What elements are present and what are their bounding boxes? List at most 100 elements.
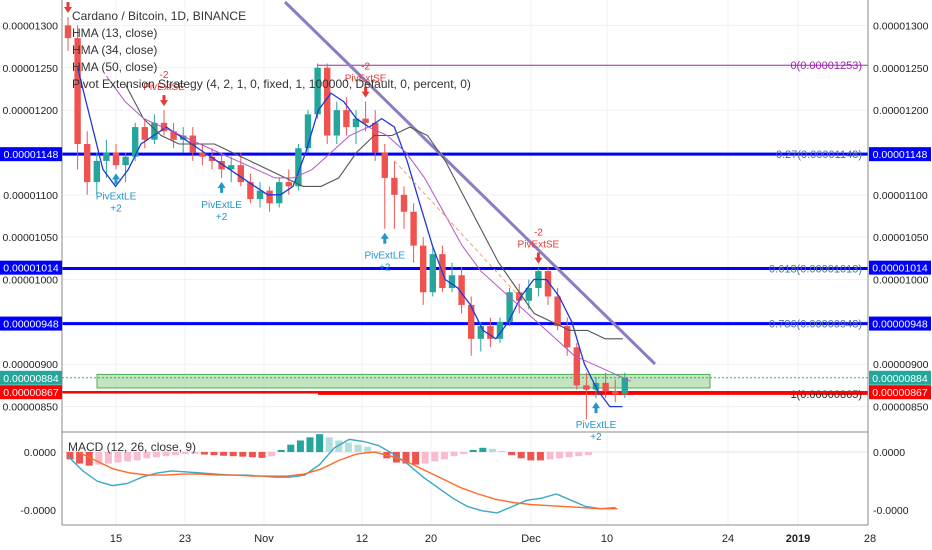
price-tag-left [0,316,62,331]
projection-line [394,160,520,297]
short-entry-arrow-icon [361,86,370,98]
macd-histogram-bar [76,452,84,464]
candle-body [583,385,590,390]
long-entry-label: PivExtLE [96,191,137,202]
candle-body [266,190,273,204]
macd-histogram-bar [181,452,189,455]
candle-body [391,177,398,195]
candle-body [141,127,148,140]
fib-levels: 0(0.00001253) 0.27(0.00001148) 0.618(0.000… [62,0,868,401]
trendline [283,0,657,366]
macd-histogram-bar [258,452,266,458]
y-tick-label-right: 0.00001050 [873,232,929,244]
macd-histogram-bar [143,452,151,459]
short-entry-arrow-icon [64,1,72,13]
candle-body [237,165,244,183]
y-tick-label-left: 0.00001250 [3,63,59,75]
candle-body [372,122,379,153]
candle-body [333,110,340,136]
macd-signal-line [77,451,618,510]
macd-histogram-bar [268,452,276,457]
short-entry-arrow-icon [160,95,168,107]
candle-body [170,131,177,140]
price-tag-left [0,370,62,385]
macd-histogram-bar [421,452,429,464]
long-entry-label: PivExtLE [576,420,617,431]
macd-histogram-bar [498,450,506,452]
macd-histogram-bar [440,452,448,460]
candle-body [602,382,609,392]
candle-body [362,118,369,123]
short-entry-label: PivExtSE [143,82,185,93]
y-tick-label-right: 0.00001250 [873,63,929,75]
macd-histogram-bar [450,452,458,457]
macd-histogram-bar [469,449,477,452]
legend-hma-50[interactable]: HMA (50, close) [72,60,158,74]
candle-body [103,152,110,161]
legend-pivot-extension[interactable]: Pivot Extension Strategy (4, 2, 1, 0, fi… [72,77,471,91]
price-tag-text-left: 0.00001148 [4,149,59,161]
legend: Cardano / Bitcoin, 1D, BINANCE HMA (13, … [72,8,471,93]
candle-body [247,182,254,200]
candle-body [487,326,494,339]
macd-histogram-bar [133,452,141,461]
macd-label[interactable]: MACD (12, 26, close, 9) [68,440,197,454]
x-tick-label: 20 [425,533,437,545]
short-entry-qty: -2 [160,70,169,81]
y-tick-label-left: 0.00001300 [3,20,59,32]
macd-histogram-bar [412,452,420,465]
macd-histogram-bar [191,452,199,454]
candle-body [458,275,465,305]
candle-body [525,288,532,301]
price-tag-text-right: 0.00001014 [872,263,928,275]
hma-50-line [105,75,631,382]
macd-histogram-bar [287,444,295,452]
macd-histogram-bar [508,452,516,456]
macd-histogram-bar [104,452,112,464]
candle-body [429,254,436,293]
macd-histogram-bar [325,437,333,452]
candle-body [400,194,408,212]
macd-y-tick-left: -0.0000 [20,505,56,517]
macd-y-tick-left: 0.0000 [24,447,56,459]
legend-hma-13[interactable]: HMA (13, close) [72,26,158,40]
macd-histogram-bar [517,452,525,459]
macd-histogram-bar [114,452,122,463]
candle-body [84,144,91,183]
macd-y-tick-right: 0.0000 [873,447,905,459]
candle-body [343,110,350,128]
short-entry-label: PivExtSE [518,240,560,251]
x-tick-label: Dec [521,533,541,545]
x-tick-label: Nov [254,533,274,545]
macd-histogram-bar [354,444,362,452]
candle-body [228,165,235,170]
macd-histogram-bar [66,452,74,460]
candle-body [564,326,571,348]
candle-body [132,127,139,157]
candle-body [208,156,216,161]
macd-y-tick-right: -0.0000 [873,505,909,517]
short-entry-qty: -2 [361,62,370,73]
x-tick-label: 10 [601,533,613,545]
price-tag-right [869,147,931,162]
chart-title[interactable]: Cardano / Bitcoin, 1D, BINANCE [72,9,247,23]
macd-histogram-bar [546,452,554,460]
candle-body [381,152,388,178]
y-tick-label-right: 0.00001300 [873,20,929,32]
macd-histogram-bar [124,452,132,462]
macd-histogram-bar [584,452,592,456]
candle-body [256,190,264,200]
macd-histogram-bar [85,452,93,466]
macd-histogram-bar [210,452,218,456]
long-entry-label: PivExtLE [201,200,242,211]
macd-histogram-bar [479,447,487,452]
price-tag-text-left: 0.00000884 [3,373,59,385]
long-entry-qty: +2 [216,212,228,223]
candle-body [314,67,321,115]
fib-label: 0(0.00001253) [790,60,862,72]
macd-histogram-bar [162,452,170,457]
y-tick-label-right: 0.00000850 [873,402,929,414]
legend-hma-34[interactable]: HMA (34, close) [72,43,158,57]
